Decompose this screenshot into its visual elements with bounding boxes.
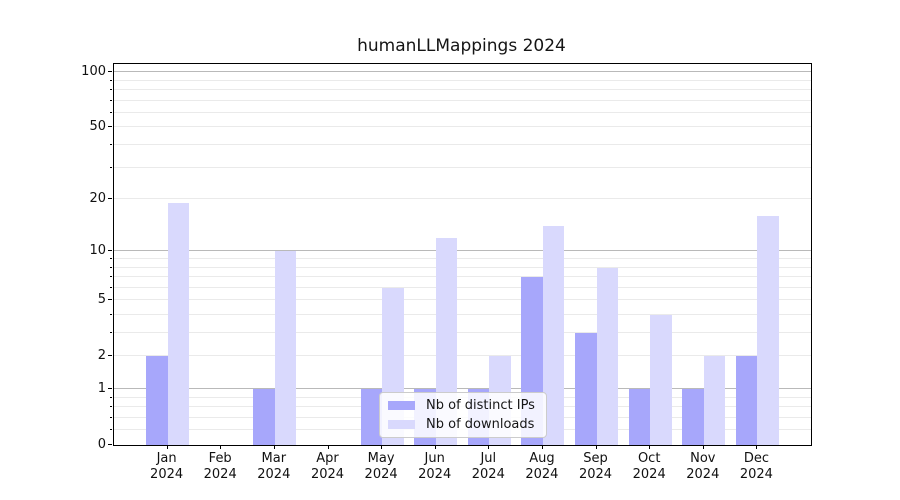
y-gridline-minor <box>114 276 811 277</box>
bar-distinct-ips <box>575 333 597 445</box>
x-tick-label: Jun 2024 <box>418 451 452 482</box>
x-tick-mark <box>327 445 329 449</box>
bar-distinct-ips <box>253 389 275 445</box>
y-tick-label: 50 <box>89 118 106 134</box>
bar-downloads <box>167 203 190 445</box>
y-gridline-major <box>114 71 811 73</box>
y-gridline-minor <box>114 144 811 145</box>
y-minor-tick-mark <box>110 332 112 333</box>
y-minor-tick-mark <box>110 111 112 113</box>
bar-downloads <box>650 315 672 445</box>
y-minor-tick-mark <box>110 79 112 81</box>
x-tick-mark <box>702 445 704 449</box>
y-minor-tick-mark <box>110 286 112 288</box>
x-tick-label: Feb 2024 <box>203 451 237 482</box>
y-minor-tick-mark <box>110 276 112 277</box>
x-tick-mark <box>595 445 597 449</box>
y-gridline-minor <box>114 166 811 168</box>
y-minor-tick-mark <box>110 416 112 418</box>
y-tick-label: 2 <box>97 347 106 363</box>
x-tick-mark <box>220 445 222 449</box>
x-tick-mark <box>434 445 436 449</box>
y-gridline-major <box>114 388 811 389</box>
legend-item-downloads: Nb of downloads <box>388 417 538 432</box>
y-gridline-minor <box>114 286 811 288</box>
y-minor-tick-mark <box>110 89 112 90</box>
x-tick-mark <box>756 445 758 449</box>
y-minor-tick-mark <box>110 396 112 398</box>
x-tick-mark <box>649 445 651 449</box>
y-gridline-minor <box>114 355 811 357</box>
y-tick-mark <box>108 299 112 301</box>
y-gridline-minor <box>114 266 811 268</box>
bar-distinct-ips <box>360 389 383 445</box>
y-tick-mark <box>108 71 112 73</box>
y-minor-tick-mark <box>110 258 112 259</box>
x-tick-mark <box>381 445 383 449</box>
x-tick-mark <box>541 445 543 449</box>
y-minor-tick-mark <box>110 406 112 407</box>
bar-downloads <box>542 226 565 445</box>
y-gridline-major <box>114 250 811 252</box>
bar-distinct-ips <box>735 356 758 445</box>
y-tick-mark <box>108 250 112 252</box>
y-gridline-minor <box>114 198 811 200</box>
bar-distinct-ips <box>146 356 168 445</box>
x-tick-label: Mar 2024 <box>257 451 291 482</box>
y-minor-tick-mark <box>110 429 112 431</box>
bar-downloads <box>757 216 779 445</box>
bar-distinct-ips <box>682 389 704 445</box>
y-tick-label: 100 <box>81 63 106 79</box>
y-tick-label: 0 <box>97 436 106 452</box>
x-tick-label: Sep 2024 <box>578 451 613 482</box>
x-tick-label: Dec 2024 <box>739 451 773 482</box>
bar-downloads <box>703 356 726 445</box>
y-tick-mark <box>108 355 112 357</box>
x-tick-label: Oct 2024 <box>632 451 666 482</box>
y-gridline-minor <box>114 332 811 333</box>
y-tick-label: 5 <box>97 291 106 307</box>
y-minor-tick-mark <box>110 99 112 101</box>
y-minor-tick-mark <box>110 314 112 315</box>
y-tick-mark <box>108 444 112 445</box>
y-gridline-minor <box>114 258 811 259</box>
x-tick-mark <box>273 445 275 449</box>
y-minor-tick-mark <box>110 144 112 145</box>
y-gridline-minor <box>114 89 811 90</box>
x-tick-label: Aug 2024 <box>525 451 559 482</box>
y-tick-mark <box>108 388 112 389</box>
x-tick-label: Jul 2024 <box>471 451 505 482</box>
legend: Nb of distinct IPs Nb of downloads <box>379 392 547 438</box>
y-tick-label: 20 <box>89 190 106 206</box>
y-gridline-minor <box>114 99 811 101</box>
x-tick-mark <box>488 445 490 449</box>
x-tick-label: Jan 2024 <box>150 451 184 482</box>
legend-swatch-downloads <box>388 420 415 429</box>
bar-distinct-ips <box>628 389 651 445</box>
legend-label-distinct-ips: Nb of distinct IPs <box>426 398 535 413</box>
y-minor-tick-mark <box>110 266 112 268</box>
x-tick-label: May 2024 <box>364 451 398 482</box>
y-gridline-minor <box>114 79 811 81</box>
bar-downloads <box>596 267 618 445</box>
legend-swatch-distinct-ips <box>388 401 415 410</box>
x-tick-label: Nov 2024 <box>686 451 720 482</box>
plot-area: Nb of distinct IPs Nb of downloads <box>113 63 812 446</box>
y-gridline-minor <box>114 299 811 301</box>
y-tick-mark <box>108 126 112 128</box>
chart-title: humanLLMappings 2024 <box>357 36 566 56</box>
y-tick-mark <box>108 198 112 200</box>
y-tick-label: 1 <box>97 380 106 396</box>
x-tick-mark <box>166 445 168 449</box>
y-gridline-minor <box>114 111 811 113</box>
bar-downloads <box>274 251 297 445</box>
y-minor-tick-mark <box>110 166 112 168</box>
legend-item-distinct-ips: Nb of distinct IPs <box>388 398 538 413</box>
legend-label-downloads: Nb of downloads <box>426 417 535 432</box>
y-tick-label: 10 <box>89 242 106 258</box>
x-tick-label: Apr 2024 <box>310 451 345 482</box>
y-gridline-minor <box>114 126 811 128</box>
y-gridline-minor <box>114 314 811 315</box>
